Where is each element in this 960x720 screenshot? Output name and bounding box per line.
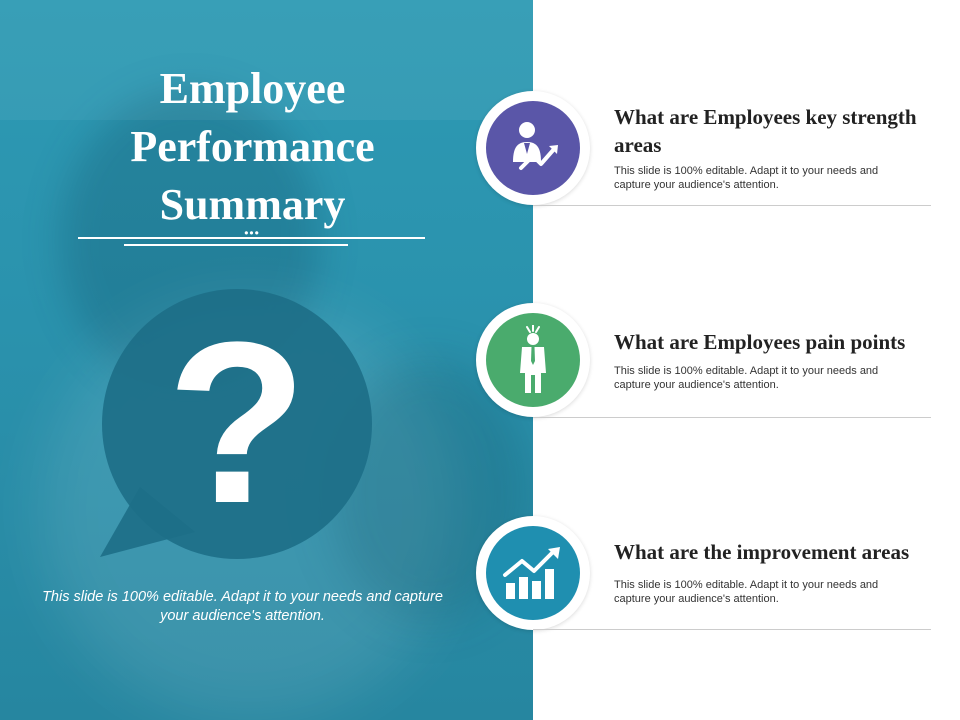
item-title-pain-points: What are Employees pain points [614, 330, 906, 354]
divider [533, 629, 931, 630]
slide-caption: This slide is 100% editable. Adapt it to… [42, 589, 443, 624]
item-title-improvement: What are the improvement areas [614, 540, 910, 564]
item-description-strengths: This slide is 100% editable. Adapt it to… [614, 165, 879, 191]
title-ornament: ••• [244, 226, 260, 240]
item-description-improvement: This slide is 100% editable. Adapt it to… [614, 579, 879, 605]
stressed-employee-icon [520, 325, 546, 393]
title-underline [124, 244, 348, 246]
divider [533, 205, 931, 206]
background-photo-shade [0, 0, 533, 120]
icon-badge-pain-points [476, 303, 590, 417]
question-mark-icon: ? [100, 289, 372, 559]
bar-chart-growth-icon [503, 547, 560, 599]
svg-text:?: ? [167, 294, 308, 551]
page-title: Employee Performance Summary [130, 64, 375, 229]
divider [533, 417, 931, 418]
icon-badge-improvement [476, 516, 590, 630]
item-description-pain-points: This slide is 100% editable. Adapt it to… [614, 365, 879, 391]
icon-circle [486, 526, 580, 620]
left-panel: Employee Performance Summary ••• ? This … [0, 0, 533, 720]
icon-badge-strengths [476, 91, 590, 205]
icon-circle [486, 101, 580, 195]
businessman-growth-icon [513, 122, 558, 170]
title-underline [78, 237, 425, 239]
item-title-strengths: What are Employees key strength areas [614, 105, 917, 157]
icon-circle [486, 313, 580, 407]
